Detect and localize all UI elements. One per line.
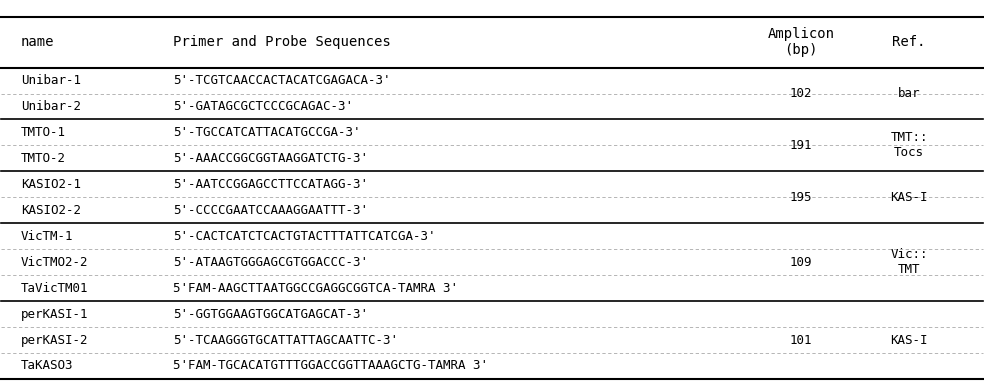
Text: 102: 102 bbox=[790, 87, 813, 100]
Text: TMTO-2: TMTO-2 bbox=[21, 152, 66, 165]
Text: 5'-AATCCGGAGCCTTCCATAGG-3': 5'-AATCCGGAGCCTTCCATAGG-3' bbox=[173, 178, 368, 191]
Text: bar: bar bbox=[897, 87, 920, 100]
Text: 5'-GATAGCGCTCCCGCAGAC-3': 5'-GATAGCGCTCCCGCAGAC-3' bbox=[173, 100, 353, 113]
Text: Ref.: Ref. bbox=[892, 35, 926, 49]
Text: Unibar-2: Unibar-2 bbox=[21, 100, 81, 113]
Text: Amplicon
(bp): Amplicon (bp) bbox=[768, 27, 834, 57]
Text: name: name bbox=[21, 35, 54, 49]
Text: 109: 109 bbox=[790, 256, 813, 269]
Text: 5'-AAACCGGCGGTAAGGATCTG-3': 5'-AAACCGGCGGTAAGGATCTG-3' bbox=[173, 152, 368, 165]
Text: 5'FAM-TGCACATGTTTGGACCGGTTAAAGCTG-TAMRA 3': 5'FAM-TGCACATGTTTGGACCGGTTAAAGCTG-TAMRA … bbox=[173, 359, 488, 372]
Text: 5'-ATAAGTGGGAGCGTGGACCC-3': 5'-ATAAGTGGGAGCGTGGACCC-3' bbox=[173, 256, 368, 269]
Text: 5'FAM-AAGCTTAATGGCCGAGGCGGTCA-TAMRA 3': 5'FAM-AAGCTTAATGGCCGAGGCGGTCA-TAMRA 3' bbox=[173, 281, 459, 295]
Text: 101: 101 bbox=[790, 334, 813, 347]
Text: perKASI-1: perKASI-1 bbox=[21, 308, 89, 321]
Text: 191: 191 bbox=[790, 139, 813, 152]
Text: Primer and Probe Sequences: Primer and Probe Sequences bbox=[173, 35, 391, 49]
Text: VicTMO2-2: VicTMO2-2 bbox=[21, 256, 89, 269]
Text: TMTO-1: TMTO-1 bbox=[21, 126, 66, 139]
Text: 5'-TCGTCAACCACTACATCGAGACA-3': 5'-TCGTCAACCACTACATCGAGACA-3' bbox=[173, 74, 391, 87]
Text: Vic::
TMT: Vic:: TMT bbox=[891, 248, 928, 276]
Text: 5'-CCCCGAATCCAAAGGAATTT-3': 5'-CCCCGAATCCAAAGGAATTT-3' bbox=[173, 204, 368, 217]
Text: 5'-TGCCATCATTACATGCCGA-3': 5'-TGCCATCATTACATGCCGA-3' bbox=[173, 126, 360, 139]
Text: TaKASO3: TaKASO3 bbox=[21, 359, 74, 372]
Text: KASIO2-1: KASIO2-1 bbox=[21, 178, 81, 191]
Text: 5'-GGTGGAAGTGGCATGAGCAT-3': 5'-GGTGGAAGTGGCATGAGCAT-3' bbox=[173, 308, 368, 321]
Text: perKASI-2: perKASI-2 bbox=[21, 334, 89, 347]
Text: 195: 195 bbox=[790, 191, 813, 204]
Text: KAS-I: KAS-I bbox=[891, 334, 928, 347]
Text: VicTM-1: VicTM-1 bbox=[21, 230, 74, 243]
Text: TaVicTM01: TaVicTM01 bbox=[21, 281, 89, 295]
Text: 5'-CACTCATCTCACTGTACTTTATTCATCGA-3': 5'-CACTCATCTCACTGTACTTTATTCATCGA-3' bbox=[173, 230, 436, 243]
Text: TMT::
Tocs: TMT:: Tocs bbox=[891, 131, 928, 160]
Text: 5'-TCAAGGGTGCATTATTAGCAATTC-3': 5'-TCAAGGGTGCATTATTAGCAATTC-3' bbox=[173, 334, 399, 347]
Text: KAS-I: KAS-I bbox=[891, 191, 928, 204]
Text: KASIO2-2: KASIO2-2 bbox=[21, 204, 81, 217]
Text: Unibar-1: Unibar-1 bbox=[21, 74, 81, 87]
